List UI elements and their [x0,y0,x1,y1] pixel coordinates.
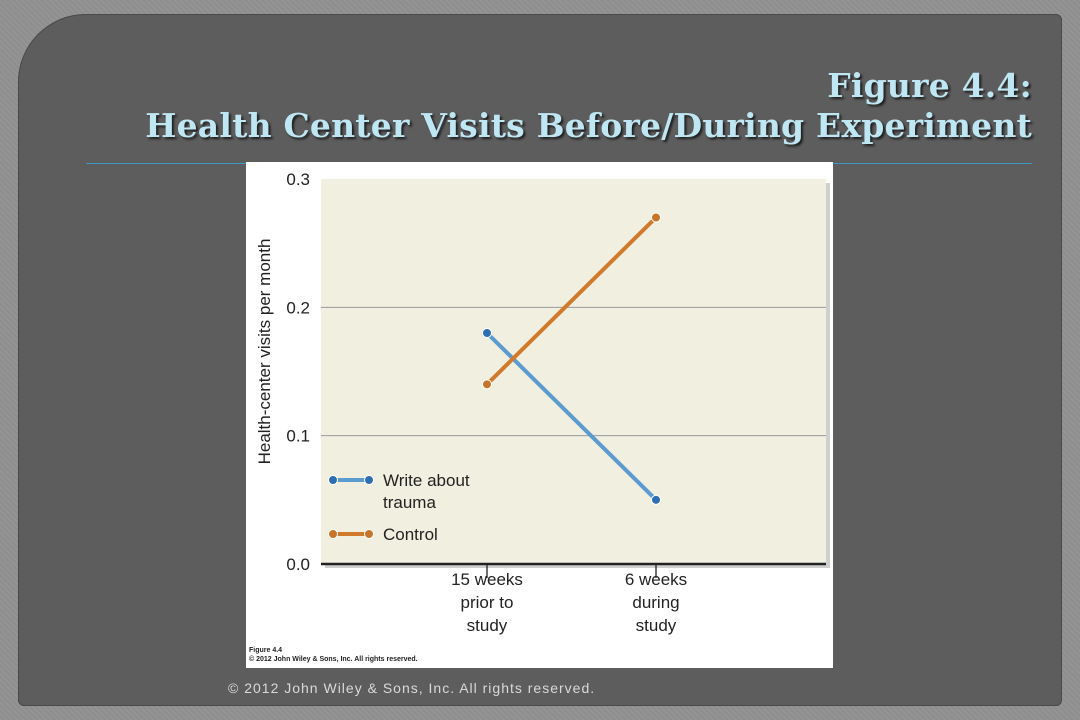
legend-swatch-point [328,529,338,539]
data-point [651,494,661,505]
data-point [482,379,492,390]
series-line [485,331,658,502]
data-point [651,212,661,223]
legend-label: trauma [383,493,436,512]
x-tick-label: study [636,616,677,635]
plot-area [321,179,826,564]
data-point [482,328,492,338]
slide-title-line-1: Figure 4.4: [827,66,1032,105]
x-tick-label: 6 weeks [625,570,687,589]
line-chart: 0.0 0.1 0.2 0.3 15 weeks prior to study 6 weeks… [255,170,830,635]
figure-panel: 0.0 0.1 0.2 0.3 15 weeks prior to study 6 weeks… [246,162,833,668]
legend-swatch-point [328,475,338,485]
x-tick-label: prior to [461,593,514,612]
figure-caption-copyright: © 2012 John Wiley & Sons, Inc. All right… [249,656,418,663]
legend-label: Control [383,525,438,544]
legend-swatch-point [364,475,374,485]
slide-title-line-2: Health Center Visits Before/During Exper… [145,106,1032,145]
y-tick-label: 0.0 [286,555,310,574]
y-tick-label: 0.3 [286,170,310,189]
y-tick-label: 0.2 [286,298,310,317]
figure-caption-label: Figure 4.4 [249,647,283,654]
series-line [485,215,658,387]
legend-label: Write about [383,471,470,490]
slide-title: Figure 4.4: Health Center Visits Before/… [145,66,1032,146]
y-tick-label: 0.1 [286,427,310,446]
x-tick-label: study [467,616,508,635]
figure-caption: Figure 4.4 © 2012 John Wiley & Sons, Inc… [249,646,418,664]
x-tick-label: 15 weeks [451,570,523,589]
slide-footer: © 2012 John Wiley & Sons, Inc. All right… [228,680,596,696]
x-tick-label: during [632,593,679,612]
y-axis-label: Health-center visits per month [255,239,274,465]
legend-swatch-point [364,529,374,539]
